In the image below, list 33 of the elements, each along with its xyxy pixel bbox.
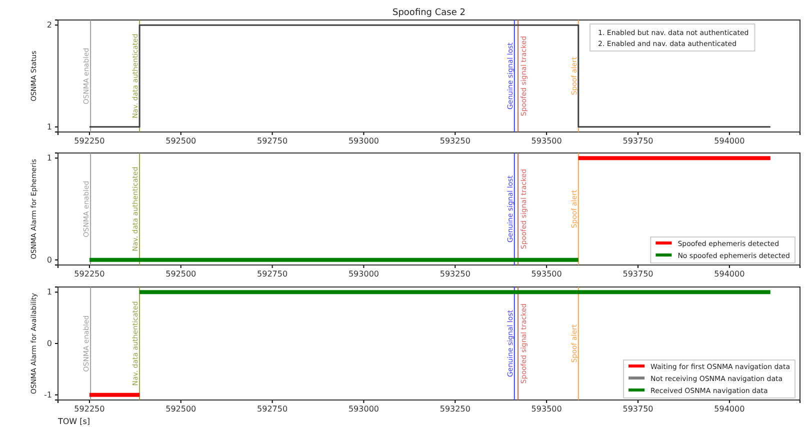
x-tick-label: 594000 — [714, 270, 745, 279]
x-tick-label: 592500 — [166, 136, 196, 146]
x-tick-label: 593500 — [531, 136, 562, 146]
x-tick-label: 593500 — [531, 270, 562, 279]
x-axis-title: TOW [s] — [57, 417, 90, 426]
x-tick-label: 593750 — [622, 270, 654, 279]
x-tick-label: 593250 — [440, 404, 470, 414]
x-tick-label: 592250 — [74, 136, 105, 146]
y-tick-label: 1 — [46, 288, 52, 297]
x-tick-label: 594000 — [714, 136, 745, 146]
x-tick-label: 592250 — [74, 404, 105, 414]
x-tick-label: 593750 — [622, 136, 654, 146]
y-tick-label: 0 — [46, 339, 52, 348]
chart-title: Spoofing Case 2 — [392, 8, 466, 18]
x-tick-label: 592750 — [257, 136, 288, 146]
x-tick-label: 593000 — [348, 404, 379, 414]
y-tick-label: 2 — [46, 20, 52, 30]
x-tick-label: 592750 — [257, 270, 288, 279]
y-tick-label: 1 — [46, 154, 52, 163]
x-tick-label: 593000 — [348, 136, 379, 146]
y-tick-label: -1 — [44, 390, 52, 400]
x-tick-label: 593250 — [440, 136, 470, 146]
x-tick-label: 593000 — [348, 270, 379, 279]
x-tick-label: 594000 — [714, 404, 745, 414]
x-tick-label: 593250 — [440, 270, 470, 279]
y-tick-label: 1 — [46, 122, 52, 132]
x-tick-label: 593500 — [531, 404, 562, 414]
x-tick-label: 592500 — [166, 404, 196, 414]
x-tick-label: 592250 — [74, 270, 105, 279]
y-tick-label: 0 — [46, 255, 52, 264]
x-tick-label: 592750 — [257, 404, 288, 414]
x-tick-label: 592500 — [166, 270, 196, 279]
x-tick-label: 593750 — [622, 404, 654, 414]
